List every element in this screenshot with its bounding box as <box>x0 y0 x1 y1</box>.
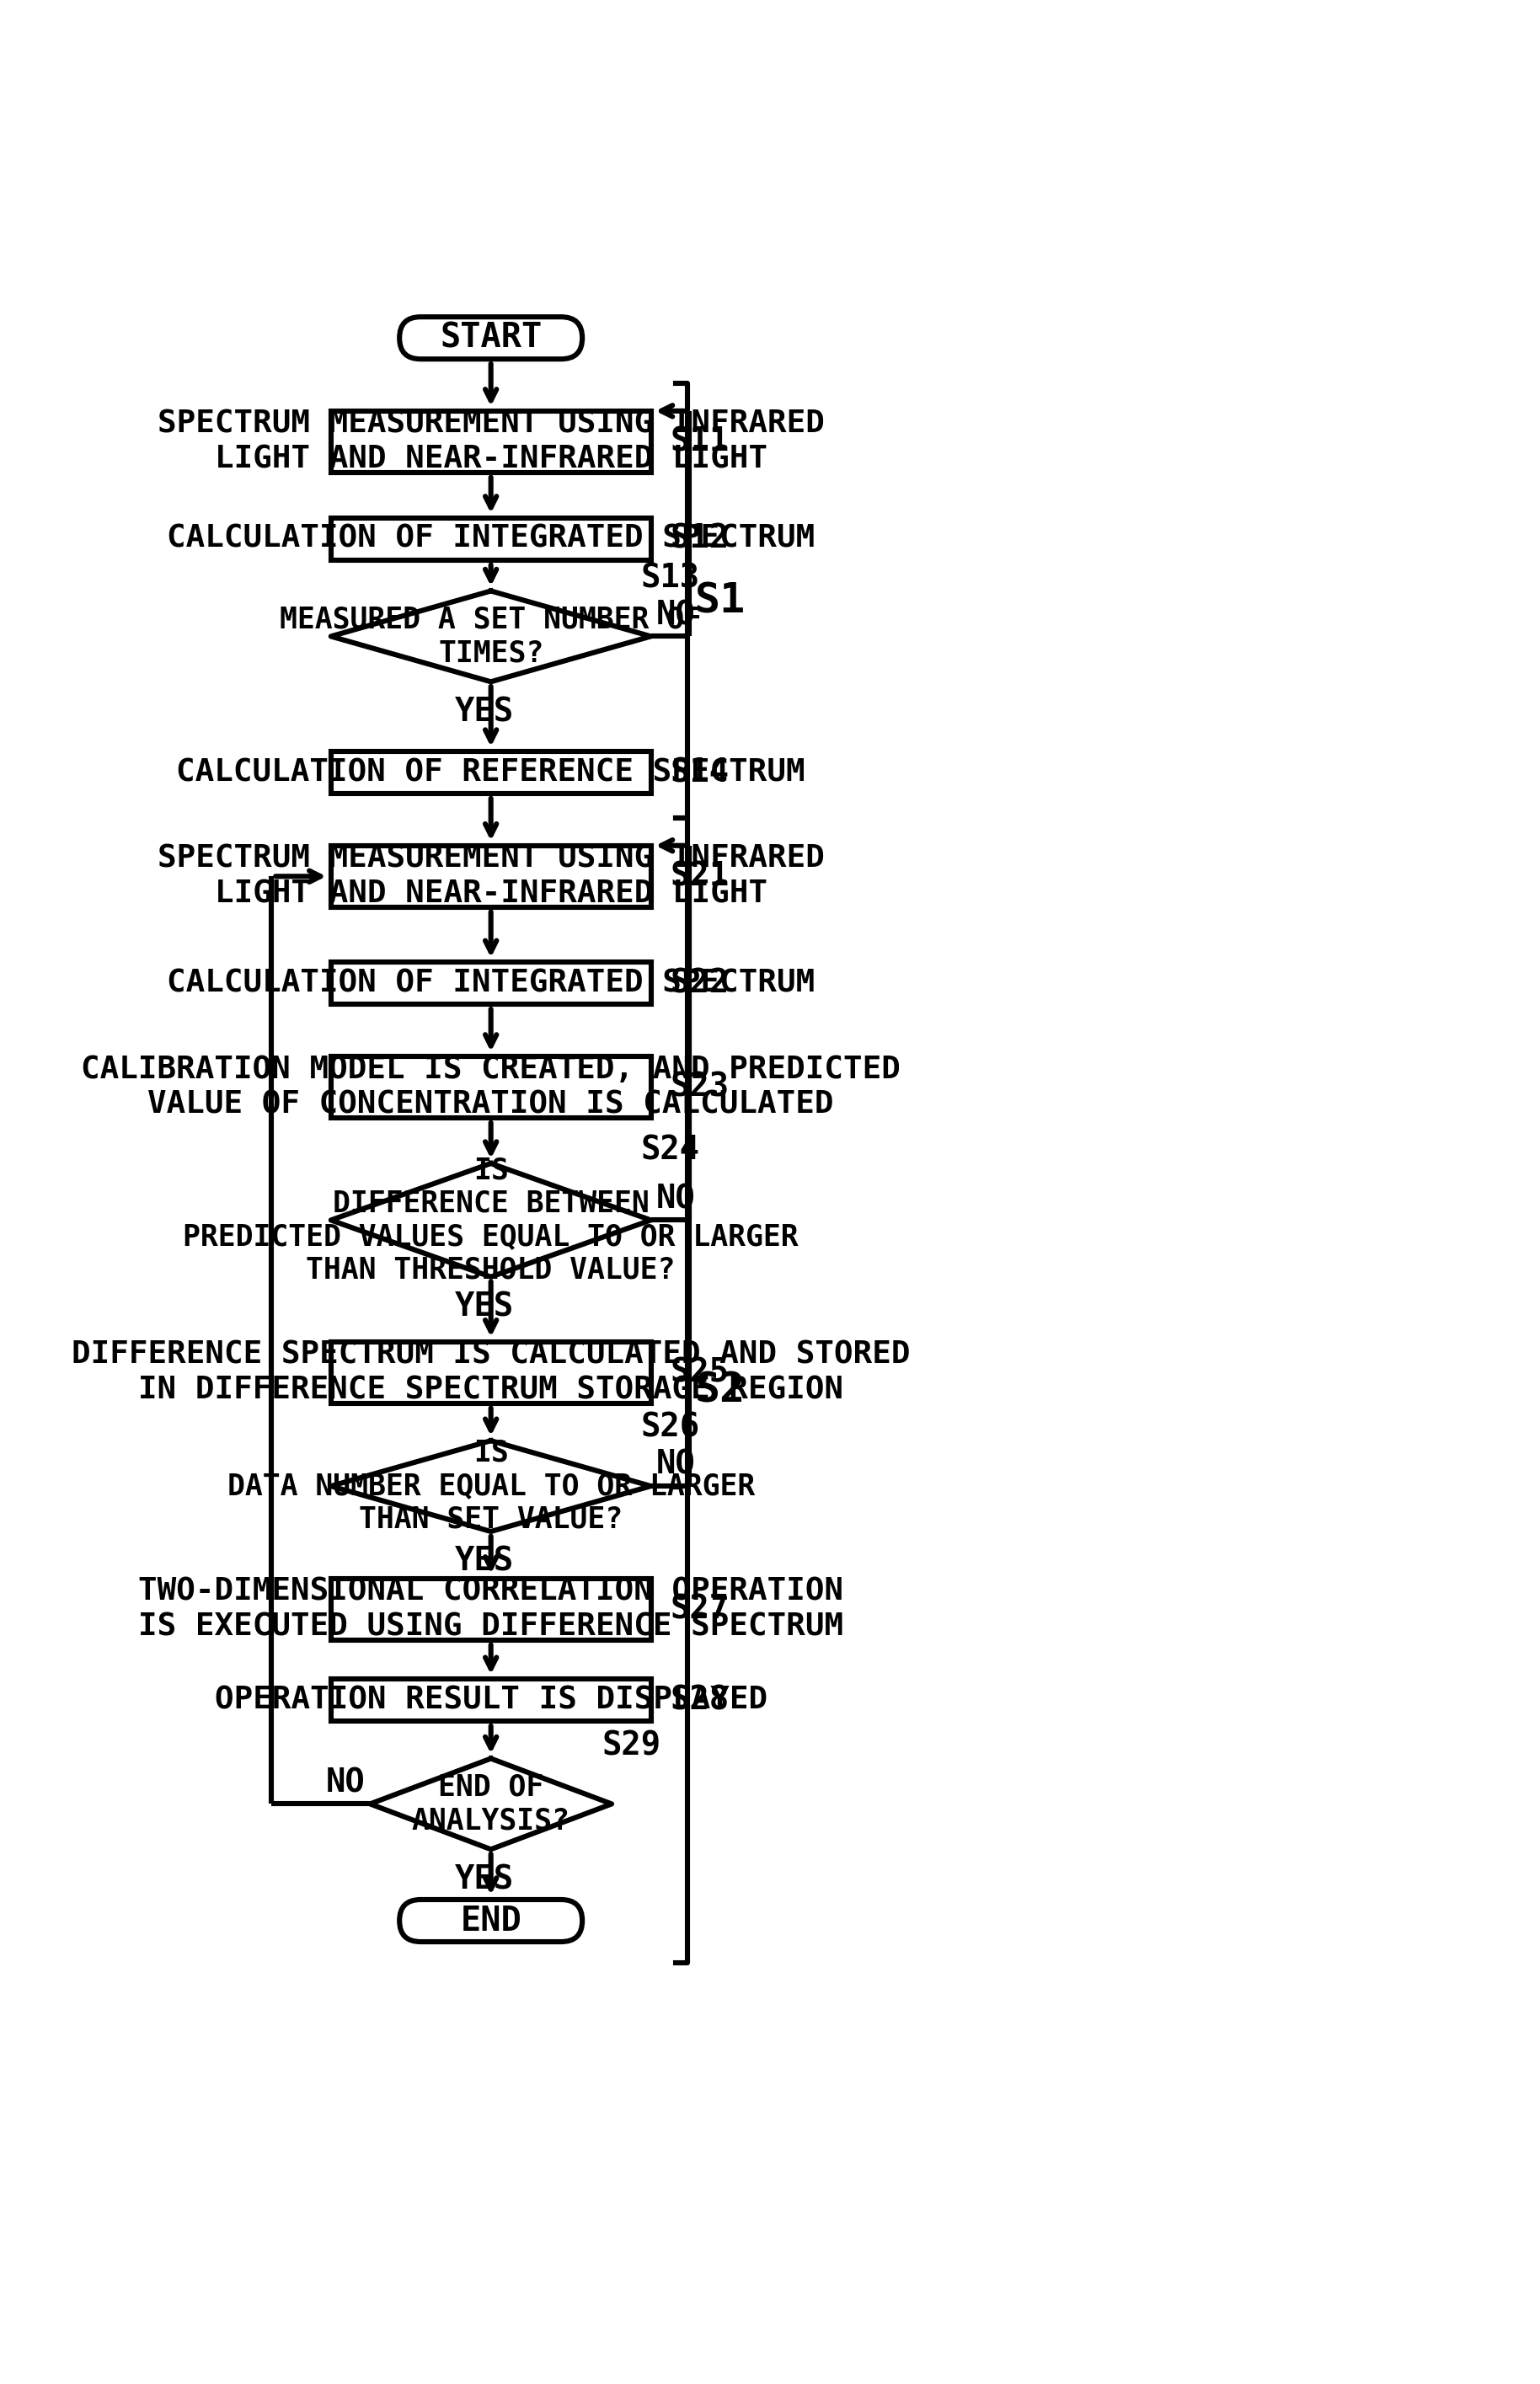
Text: CALCULATION OF REFERENCE SPECTRUM: CALCULATION OF REFERENCE SPECTRUM <box>177 758 805 787</box>
Text: SPECTRUM MEASUREMENT USING INFRARED
LIGHT AND NEAR-INFRARED LIGHT: SPECTRUM MEASUREMENT USING INFRARED LIGH… <box>157 844 824 908</box>
Text: S26: S26 <box>641 1411 701 1445</box>
Bar <box>331 517 651 560</box>
Text: END: END <box>460 1905 522 1938</box>
Text: S21: S21 <box>670 861 730 892</box>
Text: TWO-DIMENSIONAL CORRELATION OPERATION
IS EXECUTED USING DIFFERENCE SPECTRUM: TWO-DIMENSIONAL CORRELATION OPERATION IS… <box>139 1576 844 1643</box>
Text: YES: YES <box>454 1292 514 1323</box>
Bar <box>331 410 651 472</box>
Text: S12: S12 <box>670 522 730 555</box>
Text: START: START <box>440 322 542 355</box>
Text: YES: YES <box>454 1864 514 1895</box>
Text: S28: S28 <box>670 1683 730 1716</box>
Text: CALCULATION OF INTEGRATED SPECTRUM: CALCULATION OF INTEGRATED SPECTRUM <box>166 968 815 999</box>
Bar <box>331 963 651 1004</box>
Text: NO: NO <box>325 1767 365 1800</box>
Text: S2: S2 <box>695 1371 745 1411</box>
Text: END OF
ANALYSIS?: END OF ANALYSIS? <box>411 1774 570 1836</box>
Text: S23: S23 <box>670 1070 730 1104</box>
Text: IS
DATA NUMBER EQUAL TO OR LARGER
THAN SET VALUE?: IS DATA NUMBER EQUAL TO OR LARGER THAN S… <box>226 1438 755 1533</box>
Bar <box>331 1342 651 1404</box>
Text: S11: S11 <box>670 427 730 458</box>
Text: S24: S24 <box>641 1135 701 1166</box>
Text: YES: YES <box>454 1545 514 1578</box>
FancyBboxPatch shape <box>399 317 582 360</box>
Text: MEASURED A SET NUMBER OF
TIMES?: MEASURED A SET NUMBER OF TIMES? <box>280 606 702 668</box>
FancyBboxPatch shape <box>399 1900 582 1941</box>
Text: DIFFERENCE SPECTRUM IS CALCULATED AND STORED
IN DIFFERENCE SPECTRUM STORAGE REGI: DIFFERENCE SPECTRUM IS CALCULATED AND ST… <box>71 1340 910 1404</box>
Text: IS
DIFFERENCE BETWEEN
PREDICTED VALUES EQUAL TO OR LARGER
THAN THRESHOLD VALUE?: IS DIFFERENCE BETWEEN PREDICTED VALUES E… <box>183 1156 799 1285</box>
Text: S27: S27 <box>670 1593 730 1626</box>
Text: S14: S14 <box>670 756 730 789</box>
Text: S29: S29 <box>602 1728 661 1762</box>
Bar <box>331 846 651 908</box>
Text: S1: S1 <box>695 579 745 620</box>
Text: OPERATION RESULT IS DISPLAYED: OPERATION RESULT IS DISPLAYED <box>214 1685 767 1716</box>
Bar <box>331 1678 651 1721</box>
Text: S22: S22 <box>670 968 730 999</box>
Text: SPECTRUM MEASUREMENT USING INFRARED
LIGHT AND NEAR-INFRARED LIGHT: SPECTRUM MEASUREMENT USING INFRARED LIGH… <box>157 410 824 474</box>
Text: CALIBRATION MODEL IS CREATED, AND PREDICTED
VALUE OF CONCENTRATION IS CALCULATED: CALIBRATION MODEL IS CREATED, AND PREDIC… <box>82 1054 901 1120</box>
Text: CALCULATION OF INTEGRATED SPECTRUM: CALCULATION OF INTEGRATED SPECTRUM <box>166 524 815 553</box>
Bar <box>331 751 651 794</box>
Text: NO: NO <box>656 1449 696 1480</box>
Text: NO: NO <box>656 598 696 632</box>
Bar <box>331 1056 651 1118</box>
Text: S25: S25 <box>670 1356 730 1387</box>
Text: YES: YES <box>454 696 514 727</box>
Text: S13: S13 <box>641 563 701 594</box>
Text: NO: NO <box>656 1182 696 1216</box>
Bar <box>331 1578 651 1640</box>
